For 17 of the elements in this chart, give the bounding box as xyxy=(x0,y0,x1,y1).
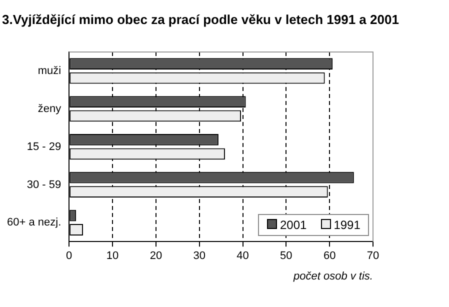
x-tick-label: 30 xyxy=(193,250,206,262)
y-tick-label: ženy xyxy=(38,102,62,115)
x-axis-title: počet osob v tis. xyxy=(292,270,373,282)
x-tick-label: 40 xyxy=(236,250,249,262)
x-tick-label: 10 xyxy=(106,250,119,262)
legend-label: 1991 xyxy=(332,218,360,232)
x-tick-label: 60 xyxy=(323,250,336,262)
y-tick-label: muži xyxy=(38,64,62,77)
chart-title: 3.Vyjíždějící mimo obec za prací podle věku v letech 1991 a 2001 xyxy=(2,12,399,27)
y-tick-label: 60+ a nezj. xyxy=(7,216,62,229)
y-tick-label: 30 - 59 xyxy=(26,178,62,191)
x-tick-label: 50 xyxy=(280,250,292,262)
x-tick-label: 0 xyxy=(66,250,72,262)
x-tick-label: 20 xyxy=(150,250,162,262)
y-tick-label: 15 - 29 xyxy=(26,140,62,153)
x-tick-label: 70 xyxy=(366,250,380,262)
legend-label: 2001 xyxy=(279,218,307,232)
